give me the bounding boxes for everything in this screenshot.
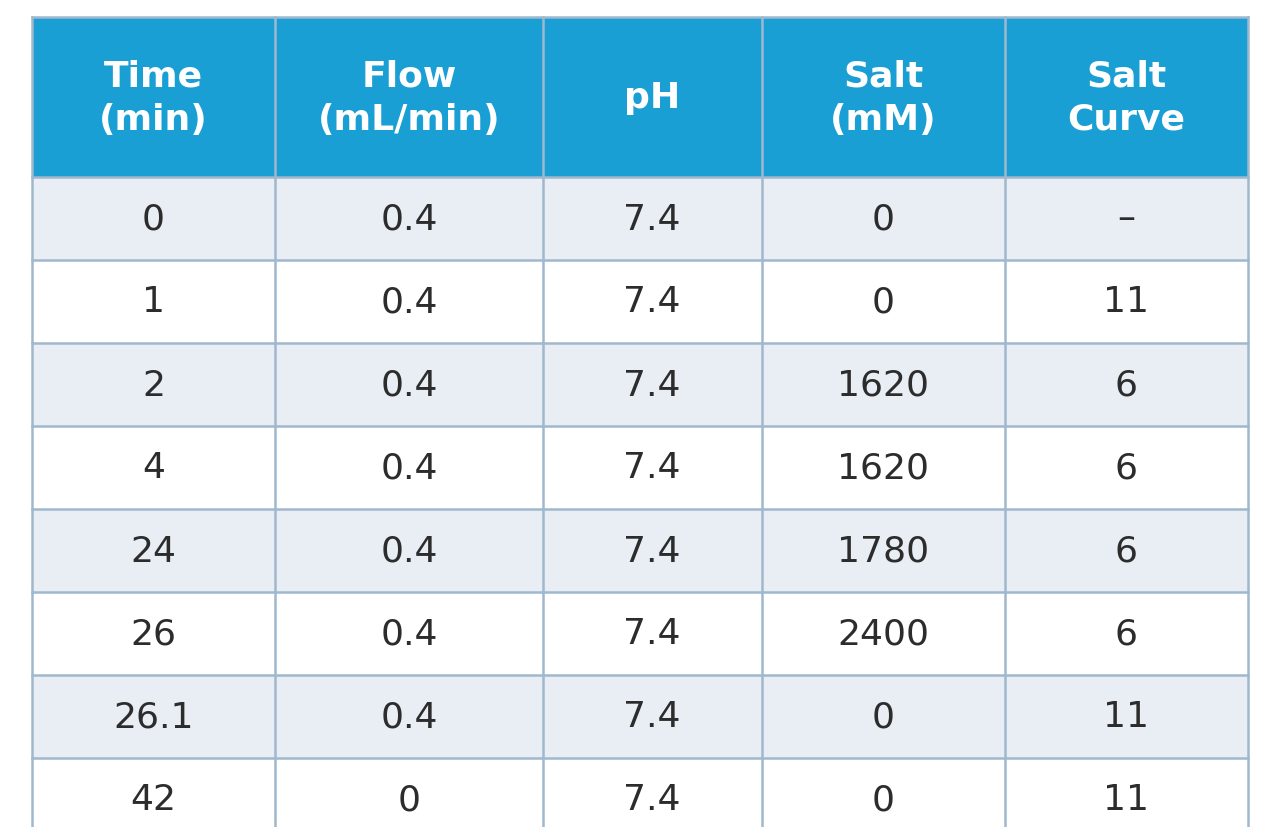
Text: Salt
Curve: Salt Curve xyxy=(1068,60,1185,136)
Bar xyxy=(275,758,543,827)
Bar xyxy=(762,343,1005,427)
Bar xyxy=(762,592,1005,675)
Bar xyxy=(762,758,1005,827)
Text: 24: 24 xyxy=(131,534,177,568)
Text: Time
(min): Time (min) xyxy=(100,60,207,136)
Text: 11: 11 xyxy=(1103,782,1149,816)
Text: 26.1: 26.1 xyxy=(114,700,193,734)
Bar xyxy=(1005,18,1248,178)
Text: 7.4: 7.4 xyxy=(623,368,681,402)
Bar xyxy=(32,343,275,427)
Text: 11: 11 xyxy=(1103,285,1149,319)
Bar xyxy=(275,178,543,261)
Text: 7.4: 7.4 xyxy=(623,534,681,568)
Bar xyxy=(32,18,275,178)
Text: 6: 6 xyxy=(1115,617,1138,651)
Text: 26: 26 xyxy=(131,617,177,651)
Bar xyxy=(32,675,275,758)
Text: 0: 0 xyxy=(872,285,895,319)
Bar xyxy=(543,758,762,827)
Bar xyxy=(543,592,762,675)
Text: 1620: 1620 xyxy=(837,368,929,402)
Bar xyxy=(543,178,762,261)
Bar xyxy=(32,427,275,509)
Bar xyxy=(1005,758,1248,827)
Text: 1: 1 xyxy=(142,285,165,319)
Text: 0: 0 xyxy=(398,782,420,816)
Bar xyxy=(32,178,275,261)
Text: 0.4: 0.4 xyxy=(380,534,438,568)
Bar xyxy=(543,675,762,758)
Text: 7.4: 7.4 xyxy=(623,617,681,651)
Bar xyxy=(32,758,275,827)
Bar xyxy=(543,427,762,509)
Text: 11: 11 xyxy=(1103,700,1149,734)
Bar xyxy=(543,509,762,592)
Text: 7.4: 7.4 xyxy=(623,782,681,816)
Text: 2400: 2400 xyxy=(837,617,929,651)
Text: 0.4: 0.4 xyxy=(380,451,438,485)
Bar xyxy=(32,261,275,343)
Bar xyxy=(762,675,1005,758)
Bar xyxy=(275,261,543,343)
Text: 1780: 1780 xyxy=(837,534,929,568)
Text: 0.4: 0.4 xyxy=(380,285,438,319)
Bar xyxy=(275,509,543,592)
Text: 2: 2 xyxy=(142,368,165,402)
Text: 0.4: 0.4 xyxy=(380,203,438,237)
Bar xyxy=(275,675,543,758)
Text: 1620: 1620 xyxy=(837,451,929,485)
Bar xyxy=(543,18,762,178)
Text: 0.4: 0.4 xyxy=(380,617,438,651)
Bar xyxy=(762,261,1005,343)
Text: 7.4: 7.4 xyxy=(623,203,681,237)
Text: 6: 6 xyxy=(1115,534,1138,568)
Text: 0: 0 xyxy=(142,203,165,237)
Bar xyxy=(762,427,1005,509)
Text: 0: 0 xyxy=(872,203,895,237)
Text: Flow
(mL/min): Flow (mL/min) xyxy=(317,60,500,136)
Text: 0: 0 xyxy=(872,700,895,734)
Bar xyxy=(1005,427,1248,509)
Text: 0.4: 0.4 xyxy=(380,368,438,402)
Text: 7.4: 7.4 xyxy=(623,285,681,319)
Bar xyxy=(1005,343,1248,427)
Bar xyxy=(762,18,1005,178)
Bar xyxy=(543,261,762,343)
Bar xyxy=(275,592,543,675)
Bar xyxy=(543,343,762,427)
Text: 0.4: 0.4 xyxy=(380,700,438,734)
Bar xyxy=(32,509,275,592)
Text: 6: 6 xyxy=(1115,451,1138,485)
Text: 42: 42 xyxy=(131,782,177,816)
Bar xyxy=(762,178,1005,261)
Bar xyxy=(1005,509,1248,592)
Bar xyxy=(1005,675,1248,758)
Bar xyxy=(275,18,543,178)
Text: 7.4: 7.4 xyxy=(623,700,681,734)
Text: 7.4: 7.4 xyxy=(623,451,681,485)
Text: pH: pH xyxy=(625,81,680,115)
Text: Salt
(mM): Salt (mM) xyxy=(829,60,937,136)
Text: –: – xyxy=(1117,203,1135,237)
Bar xyxy=(1005,592,1248,675)
Bar xyxy=(32,592,275,675)
Bar xyxy=(1005,178,1248,261)
Text: 4: 4 xyxy=(142,451,165,485)
Text: 6: 6 xyxy=(1115,368,1138,402)
Bar xyxy=(1005,261,1248,343)
Bar xyxy=(762,509,1005,592)
Bar xyxy=(275,343,543,427)
Bar xyxy=(275,427,543,509)
Text: 0: 0 xyxy=(872,782,895,816)
